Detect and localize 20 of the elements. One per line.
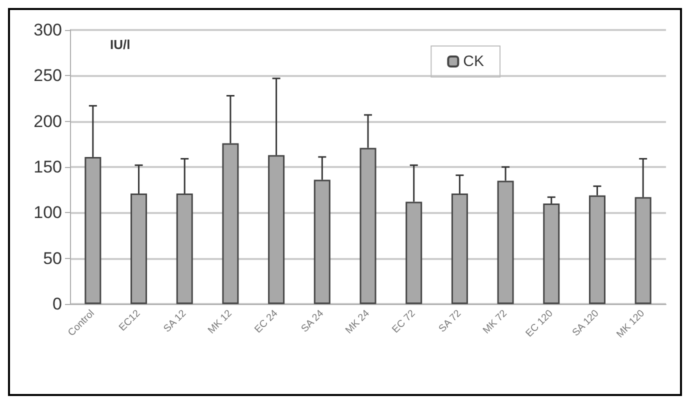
legend-label: CK: [463, 53, 484, 70]
x-tick-label: EC 24: [252, 308, 281, 336]
y-tick-label: 300: [34, 20, 62, 40]
x-tick-label: EC 72: [390, 308, 418, 336]
x-tick-label: SA 24: [299, 308, 326, 335]
x-tick-label: MK 72: [481, 308, 510, 336]
x-tick-label: MK 12: [206, 308, 235, 336]
y-tick-label: 0: [52, 294, 62, 314]
x-tick-label: SA 120: [570, 308, 602, 339]
x-tick-label: MK 24: [344, 308, 372, 336]
y-tick-label: 50: [43, 248, 62, 268]
y-tick-label: 200: [34, 112, 62, 131]
y-axis-title: IU/l: [110, 37, 130, 52]
y-tick-label: 150: [34, 158, 62, 176]
x-tick-label: SA 72: [436, 308, 464, 335]
x-tick-label: MK 120: [614, 308, 648, 340]
y-tick-label: 250: [34, 66, 62, 86]
x-tick-label: SA 12: [162, 308, 189, 335]
x-tick-label: EC 120: [524, 308, 556, 340]
y-tick-label: 100: [34, 203, 62, 222]
